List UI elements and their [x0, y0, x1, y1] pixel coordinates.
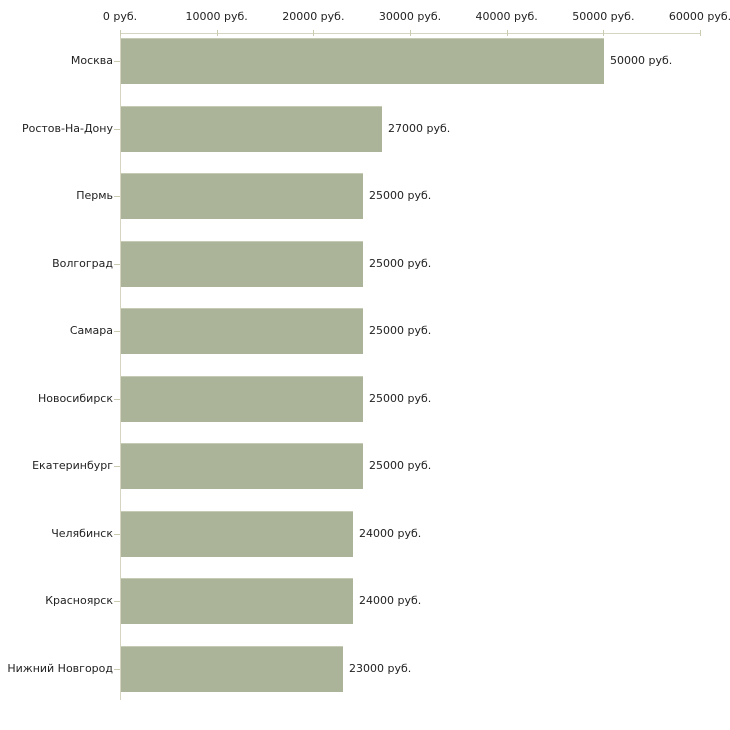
bar	[121, 645, 343, 692]
x-tick-label: 40000 руб.	[475, 10, 538, 23]
category-label: Пермь	[76, 189, 113, 202]
category-tick-mark	[114, 196, 120, 197]
category-tick-mark	[114, 263, 120, 265]
bar	[121, 375, 363, 422]
category-label: Москва	[70, 54, 113, 67]
value-label: 27000 руб.	[388, 121, 451, 135]
y-axis-line	[120, 33, 121, 700]
value-label: 25000 руб.	[369, 391, 432, 405]
value-label: 25000 руб.	[369, 189, 432, 202]
category-tick-mark	[114, 466, 120, 467]
value-label: 23000 руб.	[349, 661, 412, 675]
category-tick-mark	[114, 533, 120, 535]
category-label: Новосибирск	[37, 391, 113, 405]
x-tick-label: 50000 руб.	[572, 10, 635, 23]
value-label: 25000 руб.	[369, 324, 432, 337]
category-tick-mark	[114, 128, 120, 130]
value-label: 24000 руб.	[359, 594, 422, 607]
category-tick-mark	[114, 668, 120, 670]
value-label: 24000 руб.	[359, 526, 422, 540]
x-tick-label: 60000 руб.	[668, 10, 730, 23]
category-label: Челябинск	[51, 526, 113, 540]
category-label: Самара	[69, 324, 113, 337]
bar	[121, 308, 363, 354]
x-tick-mark	[603, 30, 605, 36]
x-tick-mark	[120, 30, 121, 36]
category-label: Нижний Новгород	[7, 661, 113, 675]
value-label: 25000 руб.	[369, 459, 432, 472]
bar	[121, 105, 382, 152]
x-tick-mark	[700, 30, 701, 36]
category-label: Екатеринбург	[32, 459, 113, 472]
bar	[121, 38, 604, 84]
x-tick-label: 10000 руб.	[185, 10, 248, 23]
x-tick-mark	[313, 30, 315, 36]
category-tick-mark	[114, 61, 120, 62]
bar	[121, 240, 363, 287]
x-tick-label: 30000 руб.	[378, 10, 442, 23]
bar	[121, 578, 353, 624]
value-label: 25000 руб.	[369, 256, 432, 270]
bar	[121, 173, 363, 219]
category-label: Красноярск	[45, 594, 113, 607]
x-tick-mark	[216, 30, 218, 36]
bar	[121, 510, 353, 557]
x-tick-label: 20000 руб.	[282, 10, 345, 23]
bar	[121, 443, 363, 489]
x-tick-mark	[410, 30, 411, 36]
x-tick-label: 0 руб.	[102, 10, 138, 23]
category-tick-mark	[114, 398, 120, 400]
category-label: Волгоград	[52, 256, 113, 270]
category-tick-mark	[114, 331, 120, 332]
x-tick-mark	[506, 30, 508, 36]
category-label: Ростов-На-Дону	[21, 121, 113, 135]
value-label: 50000 руб.	[610, 54, 673, 67]
category-tick-mark	[114, 601, 120, 602]
